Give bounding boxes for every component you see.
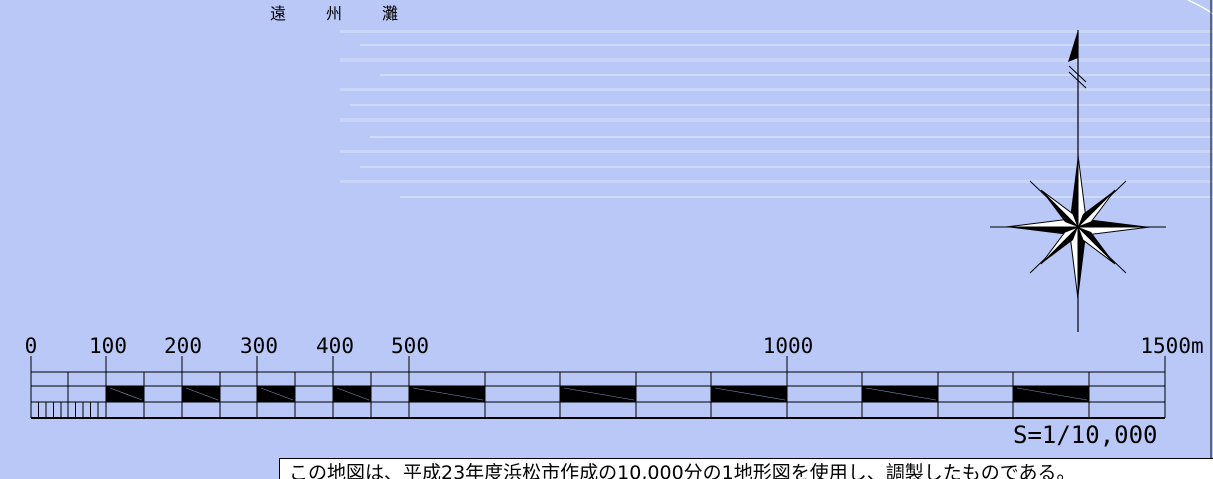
scale-tick-label: 500	[391, 334, 429, 358]
sea-name-char: 州	[326, 4, 343, 23]
scale-bar-hatch	[109, 387, 1088, 401]
sea-name-char: 遠	[270, 4, 287, 23]
sea-name: 遠州灘	[270, 0, 438, 24]
map-source-note-text: この地図は、平成23年度浜松市作成の10,000分の1地形図を使用し、調製したも…	[289, 462, 1076, 479]
sea-texture	[340, 30, 1213, 198]
compass-rose-icon	[990, 30, 1166, 332]
north-arrow-icon	[1068, 30, 1078, 62]
scale-tick-label: 1000	[762, 334, 814, 358]
scale-tick-label: 400	[316, 334, 354, 358]
sea-name-char: 灘	[382, 4, 399, 23]
scale-tick-label: 0	[24, 334, 38, 358]
scale-tick-label: 100	[89, 334, 127, 358]
scale-tick-label: 1500m	[1140, 334, 1204, 358]
map-source-note: この地図は、平成23年度浜松市作成の10,000分の1地形図を使用し、調製したも…	[279, 458, 1213, 479]
scale-tick-label: 300	[240, 334, 278, 358]
scale-ratio: S=1/10,000	[1013, 421, 1158, 449]
scale-tick-label: 200	[164, 334, 202, 358]
coastline	[1187, 0, 1213, 15]
